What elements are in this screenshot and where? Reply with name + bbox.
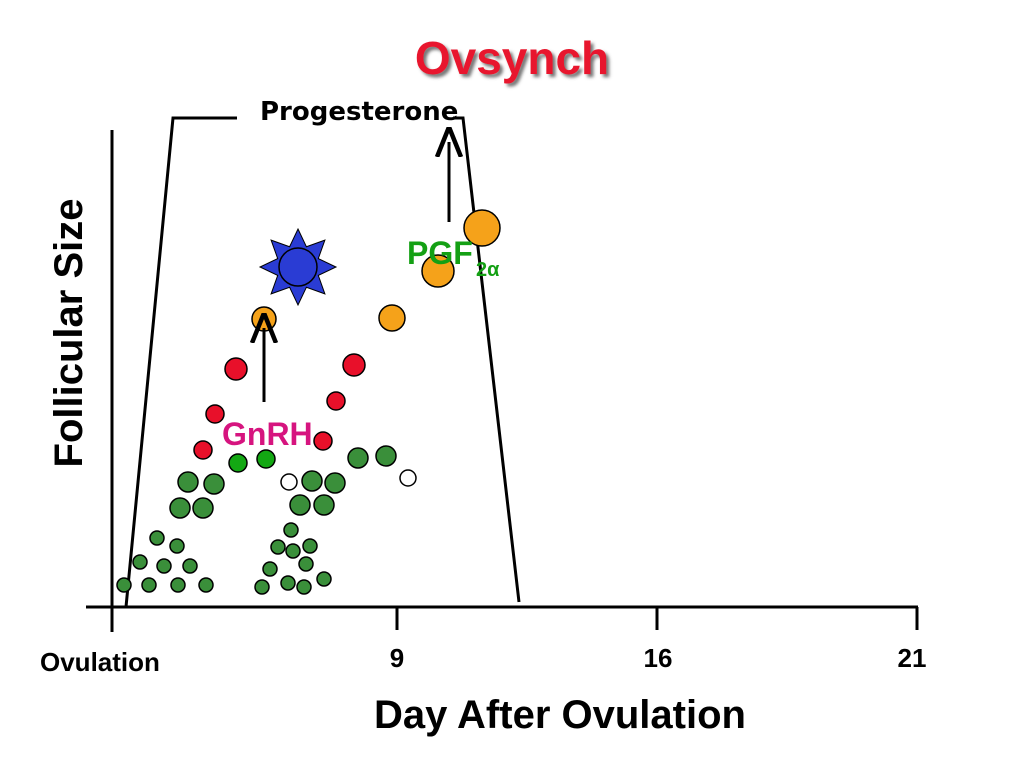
x-tick-label-21: 21 — [898, 643, 927, 673]
follicle-small-19 — [254, 579, 270, 595]
follicle-small-3 — [198, 577, 214, 593]
follicle-red-39 — [342, 353, 366, 377]
follicle-small-21 — [296, 579, 312, 595]
follicle-small-23 — [262, 561, 278, 577]
y-axis-title: Follicular Size — [47, 199, 91, 468]
x-axis-title: Day After Ovulation — [374, 693, 746, 737]
diagram-title: Ovsynch — [415, 32, 609, 84]
corpus-luteum-body — [278, 247, 318, 287]
progesterone-rise-line — [124, 116, 237, 608]
follicle-small-29 — [289, 494, 311, 516]
follicle-orange-41 — [421, 254, 455, 288]
follicle-small-10 — [192, 497, 214, 519]
follicle-bright-green-14 — [256, 449, 276, 469]
follicle-atretic-36 — [399, 469, 417, 487]
follicle-small-25 — [270, 539, 286, 555]
pgf-subscript: 2α — [476, 259, 500, 281]
axes — [86, 130, 919, 632]
follicle-small-11 — [177, 471, 199, 493]
follicle-small-2 — [170, 577, 186, 593]
follicle-orange-18 — [251, 306, 277, 332]
follicle-bright-green-13 — [228, 453, 248, 473]
follicle-small-32 — [324, 472, 346, 494]
x-tick-label-16: 16 — [644, 643, 673, 673]
follicle-small-26 — [285, 543, 301, 559]
follicle-small-0 — [116, 577, 132, 593]
follicle-small-1 — [141, 577, 157, 593]
follicle-small-20 — [280, 575, 296, 591]
follicle-small-33 — [347, 447, 369, 469]
follicle-small-30 — [313, 494, 335, 516]
follicle-small-34 — [375, 445, 397, 467]
pgf-label: PGF — [407, 235, 473, 271]
gnrh-label: GnRH — [222, 416, 313, 452]
follicle-small-31 — [301, 470, 323, 492]
follicle-small-22 — [316, 571, 332, 587]
follicle-small-27 — [302, 538, 318, 554]
follicle-small-5 — [156, 558, 172, 574]
follicle-small-9 — [169, 497, 191, 519]
corpus-luteum-icon — [258, 227, 338, 307]
x-tick-label-ovulation: Ovulation — [40, 647, 160, 677]
progesterone-label: Progesterone — [260, 97, 458, 127]
follicle-red-16 — [205, 404, 225, 424]
follicle-small-12 — [203, 473, 225, 495]
follicle-red-15 — [193, 440, 213, 460]
follicle-small-8 — [169, 538, 185, 554]
follicle-red-37 — [313, 431, 333, 451]
follicle-red-17 — [224, 357, 248, 381]
follicle-atretic-35 — [280, 473, 298, 491]
follicle-small-7 — [149, 530, 165, 546]
follicle-small-4 — [132, 554, 148, 570]
follicle-small-6 — [182, 558, 198, 574]
follicle-orange-40 — [378, 304, 406, 332]
follicle-red-38 — [326, 391, 346, 411]
follicle-small-28 — [283, 522, 299, 538]
x-tick-label-9: 9 — [390, 643, 404, 673]
follicle-small-24 — [298, 556, 314, 572]
progesterone-fall-line — [453, 116, 521, 603]
follicle-orange-42 — [463, 209, 501, 247]
